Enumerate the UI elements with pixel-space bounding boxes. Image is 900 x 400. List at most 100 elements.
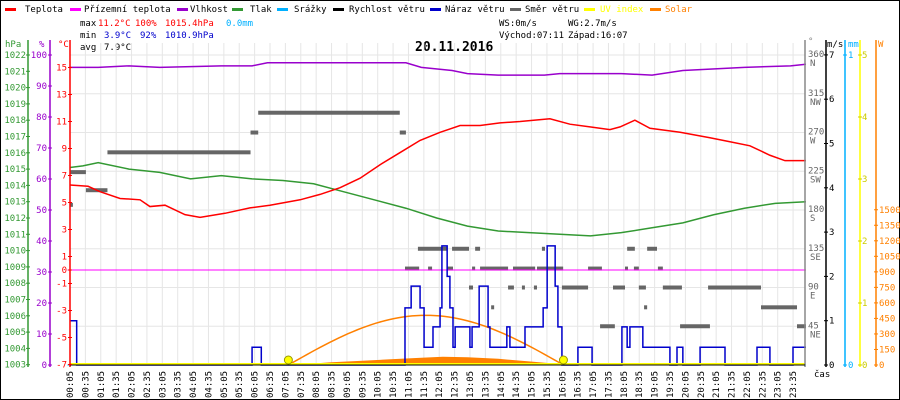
uv-tick-label: 4 [862, 113, 867, 123]
degC-tick-label: 1 [62, 253, 67, 263]
W-tick-label: 600 [879, 299, 895, 309]
ms-tick-label: 3 [829, 228, 834, 238]
wind-direction-segment [521, 285, 525, 290]
x-tick-label: 14:05 [497, 371, 507, 398]
degC-tick-label: 7 [62, 172, 67, 182]
stats-wind-speed: WS:0m/s [499, 19, 537, 29]
dir-tick-label: 270 [808, 128, 824, 138]
x-tick-label: 16:05 [558, 371, 568, 398]
W-tick-label: 300 [879, 330, 895, 340]
W-tick-label: 450 [879, 314, 895, 324]
W-tick-label: 900 [879, 268, 895, 278]
x-tick-label: 22:05 [743, 371, 753, 398]
legend-swatch [510, 8, 521, 11]
stats-wind-gust: WG:2.7m/s [568, 19, 617, 29]
wind-direction-segment [561, 285, 589, 290]
mm-tick-label: 1 [848, 51, 853, 61]
dir-compass-label: NW [810, 98, 821, 108]
x-tick-label: 01:05 [97, 371, 107, 398]
wind-direction-segment [533, 285, 537, 290]
stats-min-label: min [80, 31, 96, 41]
wind-direction-segment [250, 130, 259, 135]
dir-tick-label: 315 [808, 89, 824, 99]
x-tick-label: 14:35 [512, 371, 522, 398]
dir-compass-label: N [810, 59, 815, 69]
wind-direction-segment [508, 285, 514, 290]
legend-swatch [584, 8, 595, 11]
W-tick-label: 1050 [879, 252, 900, 262]
degC-tick-label: -7 [56, 361, 67, 371]
W-tick-label: 1200 [879, 237, 900, 247]
stats-min-press: 1010.9hPa [165, 31, 214, 41]
x-tick-label: 04:05 [189, 371, 199, 398]
degC-tick-label: 5 [62, 199, 67, 209]
wind-direction-segment [600, 324, 615, 329]
stats-avg-label: avg [80, 43, 96, 53]
x-tick-label: 07:35 [297, 371, 307, 398]
x-tick-label: 09:35 [358, 371, 368, 398]
dir-compass-label: SE [810, 253, 821, 263]
hPa-tick-label: 1015 [4, 165, 26, 175]
x-tick-label: 10:35 [389, 371, 399, 398]
hPa-tick-label: 1020 [4, 84, 26, 94]
wind-direction-segment [680, 324, 710, 329]
wind-direction-segment [624, 266, 628, 271]
wind-direction-segment [472, 266, 476, 271]
wind-direction-segment [612, 285, 625, 290]
x-tick-label: 05:05 [220, 371, 230, 398]
dir-compass-label: S [810, 214, 815, 224]
pct-tick-label: 40 [36, 237, 47, 247]
uv-tick-label: 3 [862, 175, 867, 185]
legend-swatch [5, 8, 16, 11]
wind-direction-segment [404, 266, 420, 271]
x-tick-label: 09:05 [343, 371, 353, 398]
wind-direction-segment [258, 110, 400, 115]
legend-swatch [333, 8, 344, 11]
dir-tick-label: 90 [808, 283, 819, 293]
hPa-tick-label: 1021 [4, 67, 26, 77]
degC-tick-label: 9 [62, 145, 67, 155]
x-tick-label: 06:35 [266, 371, 276, 398]
wind-direction-segment [657, 266, 663, 271]
degC-tick-label: 3 [62, 226, 67, 236]
wind-direction-segment [480, 266, 509, 271]
hPa-tick-label: 1006 [4, 312, 26, 322]
wind-direction-segment [638, 285, 646, 290]
stats-max-rain: 0.0mm [226, 19, 253, 29]
x-tick-label: 00:35 [81, 371, 91, 398]
x-tick-label: 21:35 [728, 371, 738, 398]
temperature-line [69, 118, 806, 219]
ms-tick-label: 4 [829, 184, 834, 194]
hPa-tick-label: 1003 [4, 361, 26, 371]
x-tick-label: 03:05 [158, 371, 168, 398]
x-tick-label: 20:05 [681, 371, 691, 398]
wind-direction-segment [797, 324, 806, 329]
x-tick-label: 01:35 [112, 371, 122, 398]
W-tick-label: 750 [879, 283, 895, 293]
wind-direction-segment [399, 130, 406, 135]
pct-tick-label: 30 [36, 268, 47, 278]
pct-unit: % [39, 40, 45, 50]
ms-tick-label: 1 [829, 317, 834, 327]
x-tick-label: 12:35 [451, 371, 461, 398]
legend-label-8: UV index [600, 5, 644, 15]
legend: Teplota Přízemní teplota Vlhkost Tlak Srážky… [5, 5, 693, 15]
wind-direction-segment [536, 266, 564, 271]
x-tick-label: 03:35 [174, 371, 184, 398]
legend-label-0: Teplota [25, 5, 63, 15]
wind-direction-segment [417, 246, 448, 251]
legend-label-3: Tlak [250, 5, 272, 15]
stats-sunrise: Východ:07:11 [499, 31, 564, 41]
wind-direction-segment [644, 305, 648, 310]
W-tick-label: 1500 [879, 206, 900, 216]
pct-tick-label: 0 [42, 361, 47, 371]
hPa-tick-label: 1005 [4, 328, 26, 338]
x-tick-label: 12:05 [435, 371, 445, 398]
dir-tick-label: 225 [808, 166, 824, 176]
pressure-line [69, 161, 806, 237]
ms-tick-label: 0 [829, 361, 834, 371]
solar-max-line [288, 314, 564, 366]
hPa-tick-label: 1014 [4, 181, 26, 191]
degC-tick-label: -3 [56, 307, 67, 317]
